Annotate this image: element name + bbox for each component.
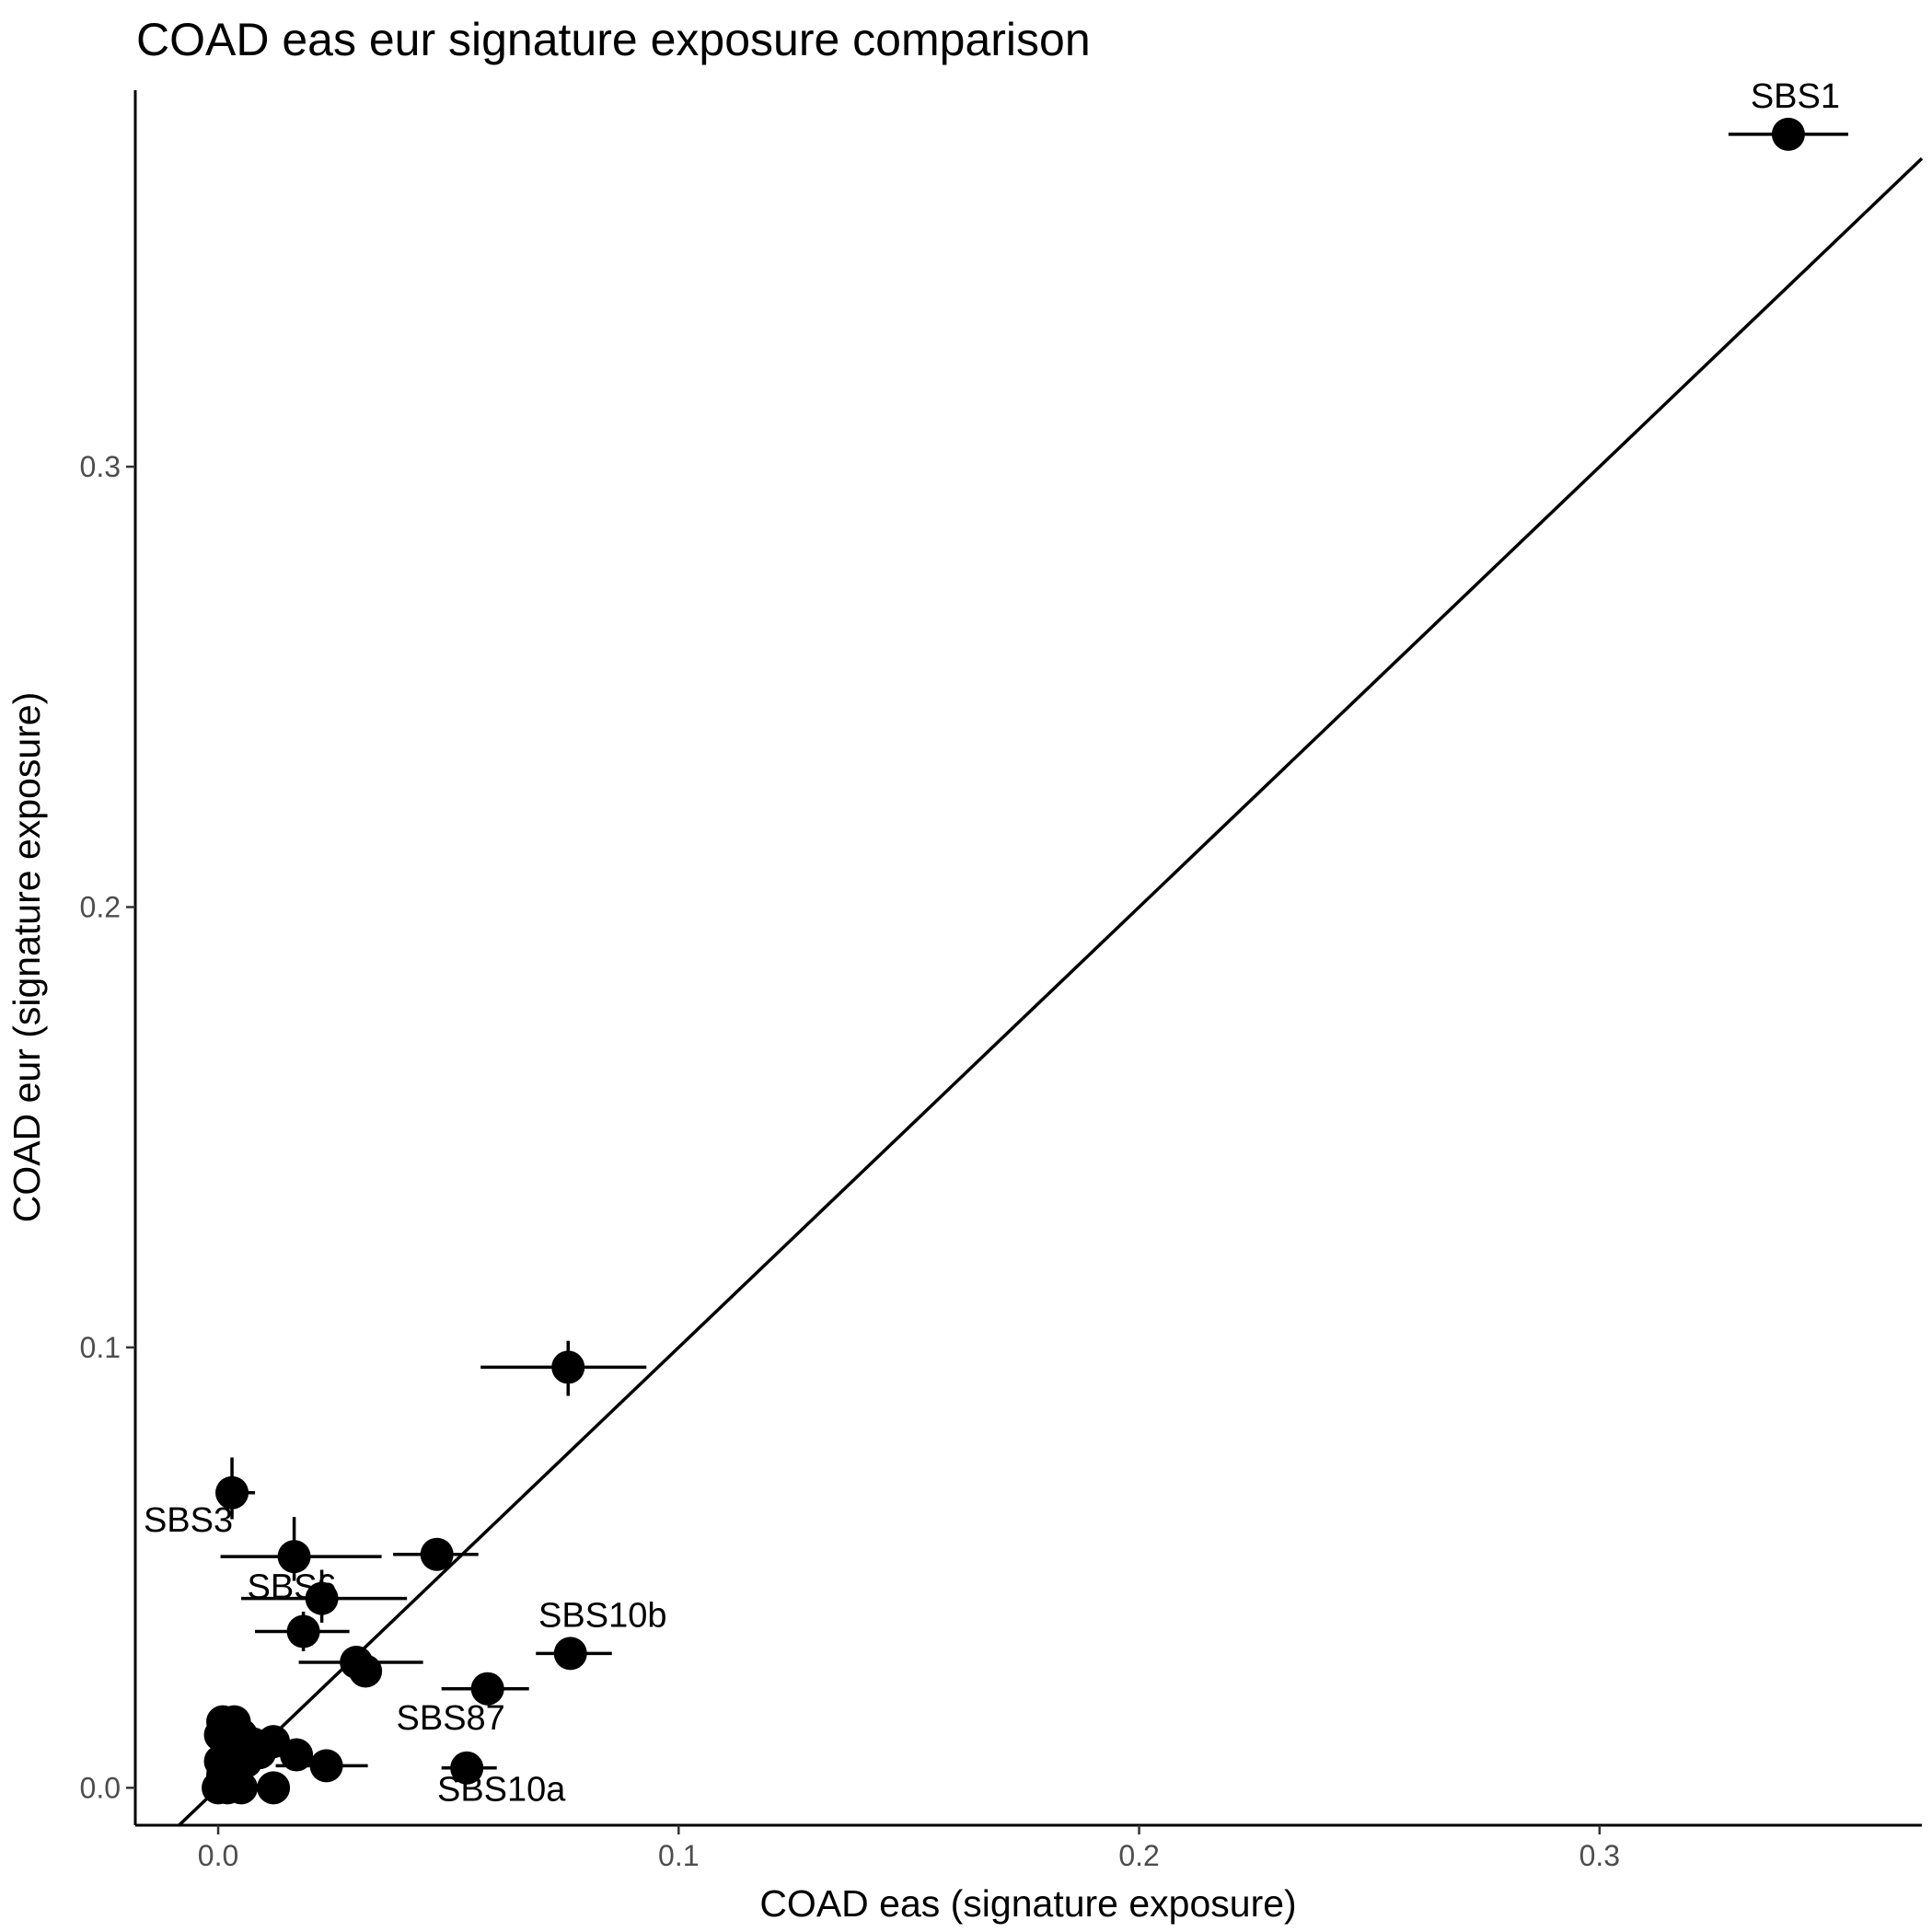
point-label-sbs3: SBS3 xyxy=(144,1501,233,1540)
point-label-sbs10a: SBS10a xyxy=(437,1771,566,1810)
data-point-9 xyxy=(349,1654,383,1688)
identity-line xyxy=(178,156,1924,1827)
data-point-11 xyxy=(450,1751,484,1785)
data-point-3 xyxy=(420,1537,454,1571)
data-point-2 xyxy=(215,1475,249,1510)
point-label-sbs10b: SBS10b xyxy=(538,1597,666,1636)
point-label-sbs87: SBS87 xyxy=(397,1699,505,1738)
x-axis-ticks: 0.0 0.1 0.2 0.3 xyxy=(198,1825,1620,1872)
data-point-10 xyxy=(470,1672,504,1706)
point-label-sbs6: SBS6 xyxy=(248,1568,337,1607)
data-point-1 xyxy=(551,1350,585,1384)
y-axis-label: COAD eur (signature exposure) xyxy=(6,692,48,1223)
data-point-0 xyxy=(1771,117,1805,151)
x-tick-label-2: 0.2 xyxy=(1118,1839,1159,1872)
chart-title: COAD eas eur signature exposure comparis… xyxy=(136,14,1091,65)
data-point-4 xyxy=(277,1540,311,1574)
x-tick-label-1: 0.1 xyxy=(658,1839,699,1872)
data-point-5 xyxy=(305,1581,339,1615)
y-tick-label-2: 0.2 xyxy=(80,890,121,923)
data-point-7 xyxy=(553,1637,587,1671)
data-point-29 xyxy=(206,1757,240,1791)
y-tick-label-0: 0.0 xyxy=(80,1771,121,1804)
x-tick-label-0: 0.0 xyxy=(198,1839,238,1872)
x-axis-label: COAD eas (signature exposure) xyxy=(759,1882,1296,1925)
plot-area: SBS1 SBS3 SBS6 SBS10b SBS87 SBS10a xyxy=(144,77,1924,1827)
x-tick-label-3: 0.3 xyxy=(1579,1839,1620,1872)
data-point-15 xyxy=(257,1771,291,1805)
point-label-sbs1: SBS1 xyxy=(1751,77,1840,116)
y-tick-label-1: 0.1 xyxy=(80,1331,121,1364)
y-axis-ticks: 0.0 0.1 0.2 0.3 xyxy=(80,450,135,1804)
data-point-26 xyxy=(203,1718,237,1752)
y-tick-label-3: 0.3 xyxy=(80,450,121,483)
data-point-6 xyxy=(286,1614,320,1649)
data-point-12 xyxy=(309,1749,343,1783)
